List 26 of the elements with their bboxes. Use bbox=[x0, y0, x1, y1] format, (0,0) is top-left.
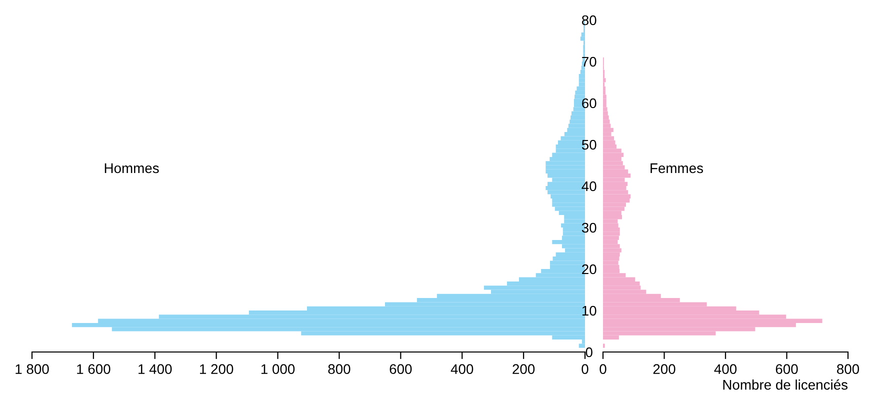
x-tick-label: 1 400 bbox=[138, 364, 172, 374]
x-tick-label: 1 000 bbox=[261, 364, 295, 374]
y-tick-label: 0 bbox=[586, 347, 592, 358]
x-tick-label: 600 bbox=[390, 364, 412, 374]
y-tick-label: 50 bbox=[582, 140, 596, 150]
x-axis-title: Nombre de licenciés bbox=[723, 379, 848, 390]
x-tick-label: 600 bbox=[776, 364, 798, 374]
y-tick-label: 40 bbox=[582, 181, 596, 192]
x-tick-label: 1 600 bbox=[77, 364, 110, 374]
y-tick-label: 60 bbox=[582, 98, 596, 108]
x-tick-label: 400 bbox=[714, 364, 737, 374]
series-label: Femmes bbox=[650, 163, 704, 174]
x-tick-label: 200 bbox=[512, 364, 535, 374]
y-tick-label: 10 bbox=[582, 306, 596, 316]
y-tick-label: 20 bbox=[582, 264, 596, 274]
x-tick-label: 800 bbox=[837, 364, 860, 374]
y-tick-label: 30 bbox=[582, 222, 596, 233]
x-tick-label: 1 200 bbox=[200, 364, 234, 374]
y-tick-label: 70 bbox=[582, 56, 596, 67]
x-tick-label: 200 bbox=[653, 364, 676, 374]
x-tick-label: 0 bbox=[600, 364, 606, 374]
x-tick-label: 800 bbox=[328, 364, 350, 374]
y-tick-label: 80 bbox=[582, 15, 596, 26]
x-tick-label: 400 bbox=[450, 364, 474, 374]
x-tick-label: 1 800 bbox=[16, 364, 49, 374]
text: Hommes bbox=[104, 163, 159, 174]
